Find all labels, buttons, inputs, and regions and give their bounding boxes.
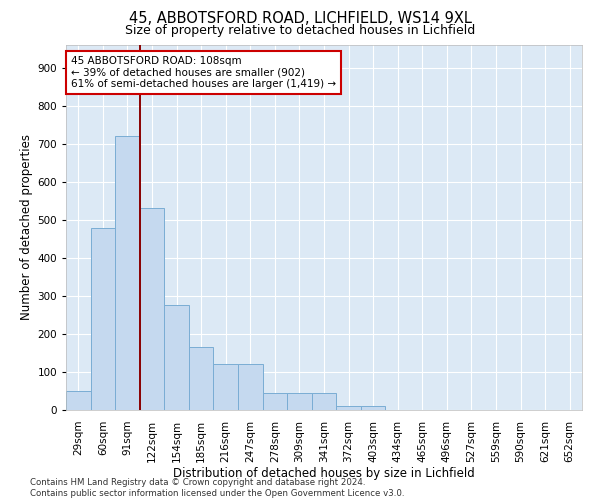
Bar — [214, 364, 238, 410]
Bar — [312, 393, 336, 410]
Bar — [287, 393, 312, 410]
Text: 45, ABBOTSFORD ROAD, LICHFIELD, WS14 9XL: 45, ABBOTSFORD ROAD, LICHFIELD, WS14 9XL — [128, 11, 472, 26]
X-axis label: Distribution of detached houses by size in Lichfield: Distribution of detached houses by size … — [173, 468, 475, 480]
Text: 45 ABBOTSFORD ROAD: 108sqm
← 39% of detached houses are smaller (902)
61% of sem: 45 ABBOTSFORD ROAD: 108sqm ← 39% of deta… — [71, 56, 336, 89]
Bar — [361, 406, 385, 410]
Bar — [189, 348, 214, 410]
Bar — [115, 136, 140, 410]
Text: Size of property relative to detached houses in Lichfield: Size of property relative to detached ho… — [125, 24, 475, 37]
Bar — [238, 364, 263, 410]
Text: Contains HM Land Registry data © Crown copyright and database right 2024.
Contai: Contains HM Land Registry data © Crown c… — [30, 478, 404, 498]
Bar — [66, 391, 91, 410]
Bar — [164, 306, 189, 410]
Y-axis label: Number of detached properties: Number of detached properties — [20, 134, 33, 320]
Bar — [140, 208, 164, 410]
Bar — [263, 393, 287, 410]
Bar — [91, 228, 115, 410]
Bar — [336, 406, 361, 410]
